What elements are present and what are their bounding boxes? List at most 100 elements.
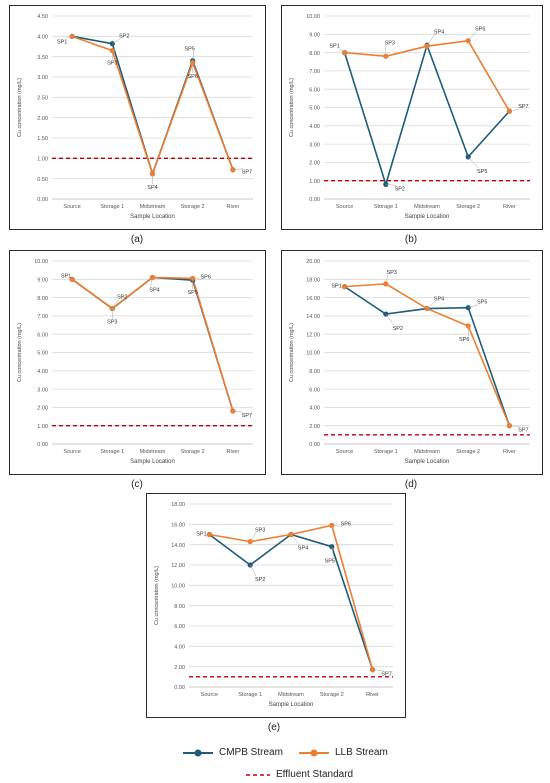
legend-item-llb: LLB Stream (299, 747, 388, 758)
point-label: SP5 (477, 300, 487, 306)
y-tick-label: 4.50 (37, 14, 48, 20)
panel-caption: (a) (130, 234, 144, 245)
label-leader-line (385, 184, 396, 186)
chart-frame: 0.00 2.00 4.00 6.00 8.00 10.00 12.00 14.00 16.00… (146, 493, 406, 718)
point-label: SP1 (61, 273, 71, 279)
x-tick-label: Source (63, 449, 80, 455)
llb-data-point (424, 43, 430, 49)
chart-a: 0.00 0.50 1.00 1.50 2.00 2.50 3.00 3.50 4.00 4.50… (17, 14, 253, 220)
panel-caption: (b) (404, 234, 418, 245)
cmpb-data-point (383, 181, 389, 187)
y-tick-label: 10.00 (171, 584, 185, 590)
y-tick-label: 1.00 (37, 157, 48, 163)
label-leader-line (509, 108, 520, 112)
point-label: SP2 (393, 326, 403, 332)
cmpb-data-point (465, 305, 471, 311)
y-tick-label: 2.00 (174, 665, 185, 671)
label-leader-line (205, 534, 210, 537)
point-label: SP7 (381, 672, 391, 678)
label-leader-line (468, 304, 479, 308)
y-tick-label: 16.00 (306, 296, 320, 302)
label-leader-line (192, 278, 202, 280)
y-tick-label: 6.00 (309, 87, 320, 93)
legend: CMPB Stream LLB Stream Effluent Standard (0, 738, 550, 783)
y-tick-label: 1.00 (309, 179, 320, 185)
point-label: SP3 (387, 270, 397, 276)
point-label: SP4 (298, 546, 308, 552)
y-tick-label: 8.00 (309, 369, 320, 375)
x-tick-label: Source (63, 204, 80, 210)
llb-data-point (69, 276, 75, 282)
llb-data-point (383, 53, 389, 59)
y-tick-label: 8.00 (309, 51, 320, 57)
x-tick-label: River (366, 692, 379, 698)
llb-data-point (329, 522, 335, 528)
label-leader-line (192, 51, 194, 61)
label-leader-line (331, 525, 342, 527)
point-label: SP7 (518, 428, 528, 434)
llb-data-point (149, 171, 156, 177)
y-tick-label: 4.00 (37, 369, 48, 375)
x-tick-label: Storage 1 (238, 692, 262, 698)
panel-c: 0.00 1.00 2.00 3.00 4.00 5.00 6.00 7.00 8.00 9.00… (9, 250, 266, 490)
y-tick-label: 8.00 (174, 604, 185, 610)
label-leader-line (468, 156, 479, 169)
x-axis-title: Sample Location (130, 214, 175, 220)
point-label: SP5 (184, 47, 194, 53)
x-tick-label: Midstream (140, 204, 166, 210)
point-label: SP6 (475, 27, 485, 33)
y-tick-label: 9.00 (309, 33, 320, 39)
y-tick-label: 3.50 (37, 55, 48, 61)
chart-frame: 0.00 2.00 4.00 6.00 8.00 10.00 12.00 14.00 16.00… (281, 250, 543, 475)
y-tick-label: 0.00 (174, 685, 185, 691)
label-leader-line (69, 278, 73, 280)
y-tick-label: 9.00 (37, 278, 48, 284)
chart-frame: 0.00 1.00 2.00 3.00 4.00 5.00 6.00 7.00 8.00 9.00… (9, 250, 266, 475)
label-leader-line (385, 274, 389, 284)
y-tick-label: 14.00 (306, 314, 320, 320)
chart-e: 0.00 2.00 4.00 6.00 8.00 10.00 12.00 14.00 16.00… (154, 502, 393, 708)
x-tick-label: Storage 2 (181, 449, 205, 455)
y-axis-title: Cu concentration (mg/L) (154, 566, 160, 625)
label-leader-line (232, 168, 243, 170)
chart-d: 0.00 2.00 4.00 6.00 8.00 10.00 12.00 14.00 16.00… (289, 259, 530, 465)
x-axis-title: Sample Location (269, 702, 314, 708)
llb-data-point (230, 408, 236, 414)
llb-data-point (342, 284, 348, 290)
x-tick-label: Storage 2 (320, 692, 344, 698)
point-label: SP2 (255, 577, 265, 583)
y-axis-title: Cu concentration (mg/L) (289, 78, 295, 137)
y-tick-label: 12.00 (306, 332, 320, 338)
point-label: SP6 (459, 337, 469, 343)
x-tick-label: River (226, 449, 239, 455)
y-axis-title: Cu concentration (mg/L) (17, 323, 23, 382)
point-label: SP2 (395, 186, 405, 192)
y-tick-label: 20.00 (306, 259, 320, 265)
label-leader-line (426, 34, 436, 46)
y-tick-label: 3.00 (37, 387, 48, 393)
x-tick-label: Storage 2 (456, 204, 480, 210)
point-label: SP3 (107, 320, 117, 326)
point-label: SP2 (119, 34, 129, 40)
y-tick-label: 2.00 (37, 406, 48, 412)
point-label: SP1 (331, 284, 341, 290)
y-tick-label: 4.00 (37, 35, 48, 41)
point-label: SP6 (187, 74, 197, 80)
panel-e: 0.00 2.00 4.00 6.00 8.00 10.00 12.00 14.00 16.00… (146, 493, 406, 733)
x-tick-label: Storage 1 (374, 449, 398, 455)
llb-data-point (247, 539, 253, 545)
y-tick-label: 10.00 (34, 259, 48, 265)
legend-label-cmpb: CMPB Stream (219, 747, 283, 758)
panel-a: 0.00 0.50 1.00 1.50 2.00 2.50 3.00 3.50 4.00 4.50… (0, 0, 550, 250)
label-leader-line (331, 546, 335, 558)
point-label: SP1 (196, 532, 206, 538)
x-axis-title: Sample Location (130, 459, 175, 465)
x-tick-label: Source (336, 204, 353, 210)
point-label: SP3 (385, 40, 395, 46)
cmpb-data-point (383, 311, 389, 317)
point-label: SP7 (242, 170, 252, 176)
point-label: SP5 (187, 290, 197, 296)
x-tick-label: River (226, 204, 239, 210)
label-leader-line (468, 31, 477, 41)
y-tick-label: 18.00 (171, 502, 185, 508)
